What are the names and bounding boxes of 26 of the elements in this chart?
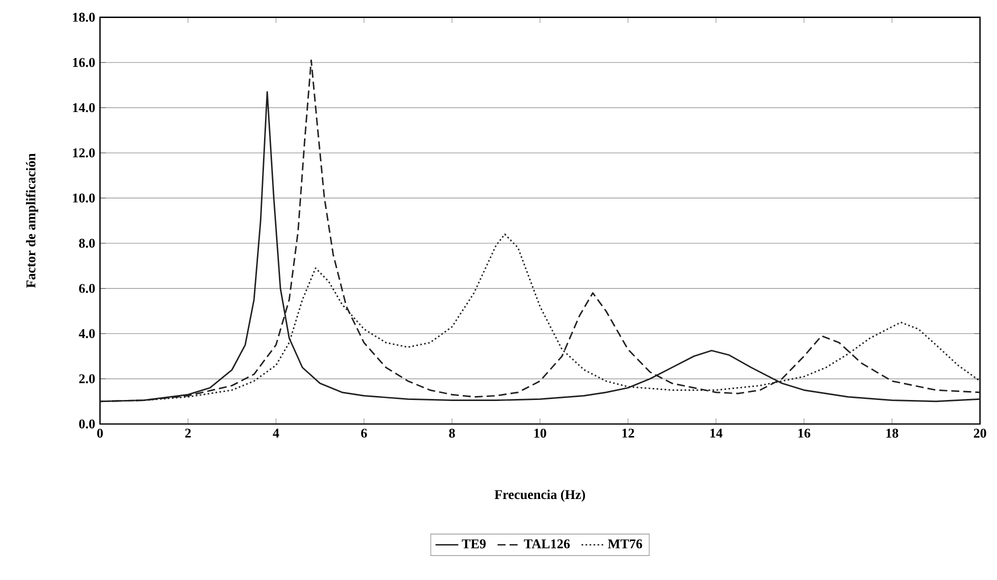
y-tick-label: 2.0 [79, 374, 95, 384]
x-tick-label: 0 [97, 428, 103, 438]
y-tick-label: 16.0 [73, 58, 95, 68]
x-tick-label: 4 [272, 428, 280, 438]
legend-label: TAL126 [524, 539, 570, 548]
x-tick-label: 14 [710, 428, 722, 438]
legend-label: MT76 [608, 539, 642, 548]
legend-label: TE9 [462, 539, 486, 548]
x-tick-label: 18 [886, 428, 898, 438]
y-tick-label: 18.0 [73, 12, 95, 22]
x-tick-label: 8 [449, 428, 455, 438]
y-tick-label: 12.0 [73, 148, 95, 158]
x-tick-label: 10 [534, 428, 546, 438]
x-tick-label: 20 [974, 428, 986, 438]
y-tick-label: 6.0 [79, 284, 95, 293]
x-tick-label: 2 [185, 428, 191, 438]
y-axis-title: Factor de amplificación [26, 153, 38, 288]
y-tick-label: 0.0 [79, 419, 95, 429]
x-tick-label: 12 [622, 428, 634, 438]
y-tick-label: 4.0 [78, 329, 95, 338]
y-tick-label: 14.0 [73, 103, 95, 112]
y-tick-label: 8.0 [79, 238, 95, 248]
x-tick-label: 6 [361, 428, 367, 438]
y-tick-label: 10.0 [73, 194, 95, 203]
x-tick-label: 16 [798, 428, 810, 438]
x-axis-title: Frecuencia (Hz) [494, 490, 586, 502]
